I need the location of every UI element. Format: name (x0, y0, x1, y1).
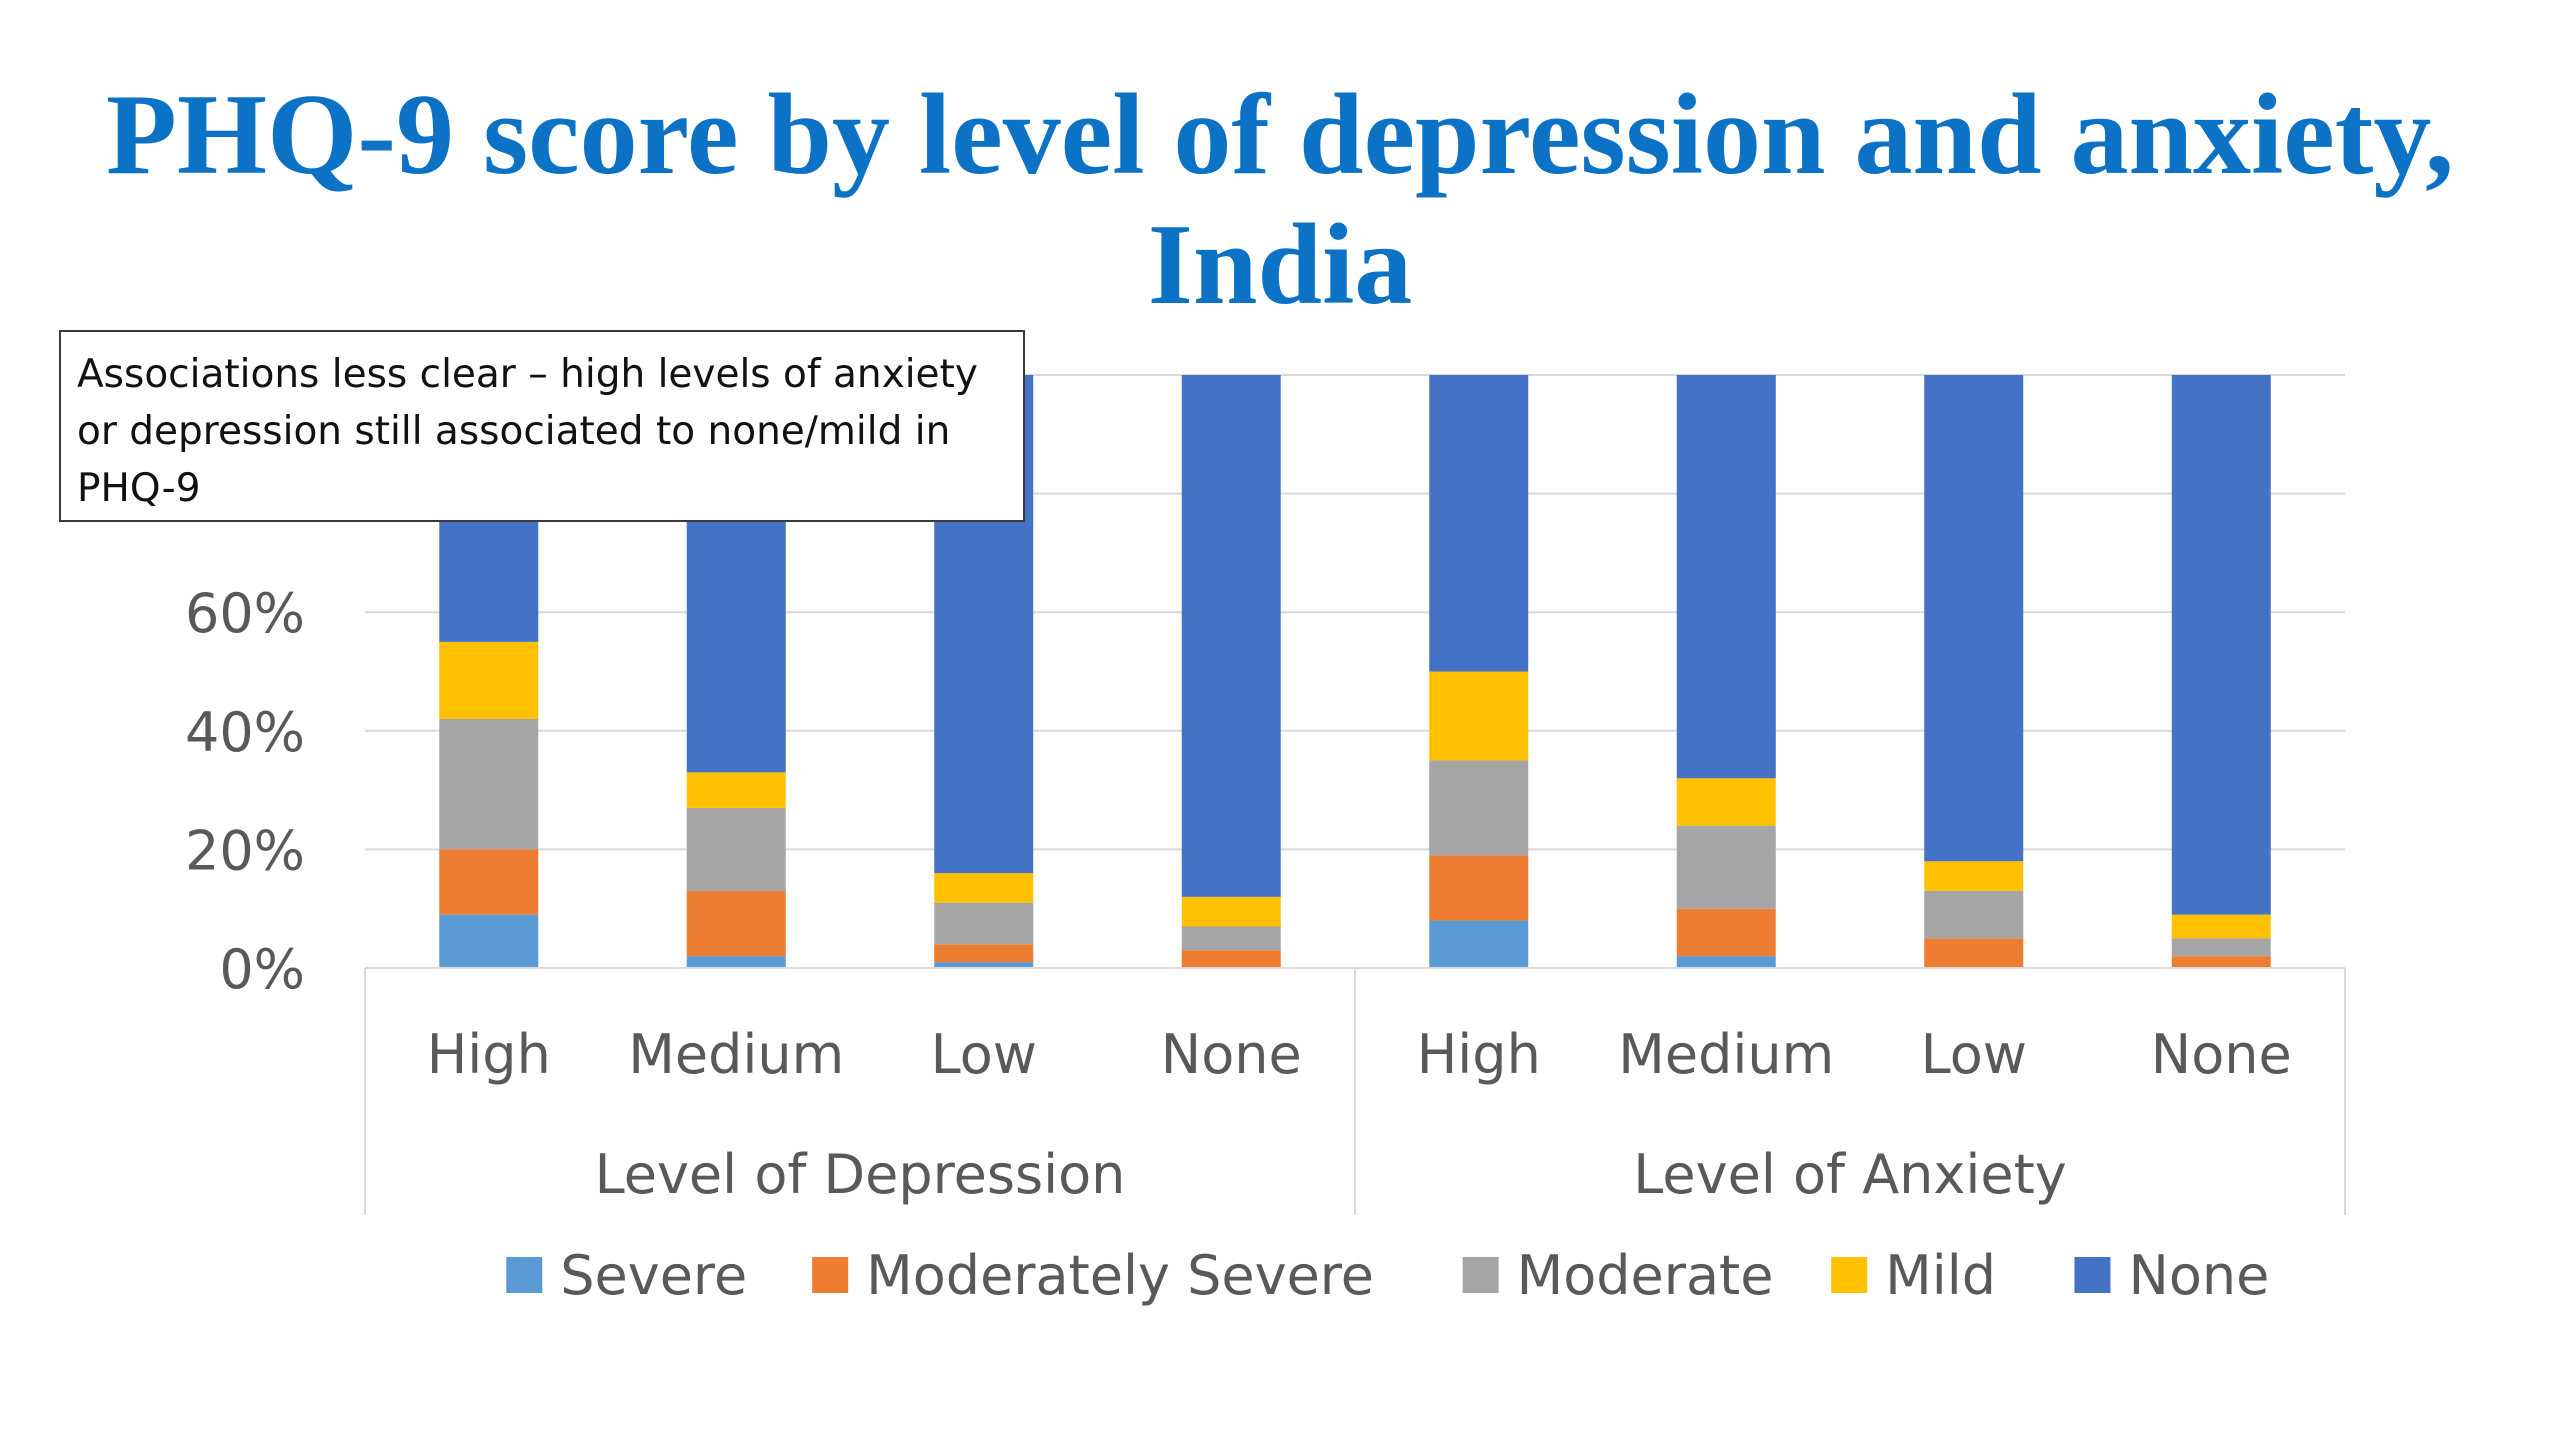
y-tick-label: 40% (185, 701, 305, 764)
category-label: Low (931, 1023, 1037, 1086)
category-label: None (2151, 1023, 2292, 1086)
legend: Severe Moderately Severe Moderate Mild None (506, 1244, 2269, 1307)
bar-mild (1181, 896, 1281, 927)
bar-none (1429, 375, 1529, 672)
bar-moderate (1429, 760, 1529, 856)
bar-severe (686, 956, 786, 968)
category-label: None (1161, 1023, 1302, 1086)
legend-swatch (812, 1257, 849, 1293)
category-label: High (427, 1023, 551, 1086)
slide-title: PHQ-9 score by level of depression and a… (0, 70, 2560, 330)
bar-moderate (2171, 938, 2271, 957)
bar-moderate (439, 718, 539, 850)
bar-mild (686, 772, 786, 808)
legend-label: Moderately Severe (866, 1244, 1374, 1307)
bar-mild (934, 873, 1034, 903)
category-label: High (1417, 1023, 1541, 1086)
slide-title-line-2: India (1147, 201, 1413, 329)
bar-none (1181, 375, 1281, 897)
bar-moderate (1676, 825, 1776, 909)
bar-moderate (1181, 926, 1281, 951)
bar-moderately-severe (439, 849, 539, 915)
bar-mild (2171, 914, 2271, 939)
category-label: Low (1921, 1023, 2027, 1086)
bar-severe (934, 962, 1034, 968)
callout-box: Associations less clear – high levels of… (59, 330, 1025, 522)
bar-moderately-severe (1429, 855, 1529, 921)
legend-swatch (1462, 1257, 1499, 1293)
bar-moderately-severe (1181, 950, 1281, 968)
bar-moderately-severe (934, 944, 1034, 963)
callout-text: Associations less clear – high levels of… (77, 352, 978, 511)
legend-swatch (1831, 1257, 1868, 1293)
bar-none (2171, 375, 2271, 915)
legend-label: None (2128, 1244, 2269, 1307)
legend-label: Severe (560, 1244, 747, 1307)
category-label: Medium (1618, 1023, 1834, 1086)
bar-moderately-severe (1924, 938, 2024, 968)
y-tick-label: 60% (185, 582, 305, 645)
bar-moderate (934, 902, 1034, 945)
axes: 0% 20% 40% 60% High Medium Low None High Medium Lo… (185, 582, 2346, 1215)
bar-none (1924, 375, 2024, 862)
bar-severe (1676, 956, 1776, 968)
legend-swatch (506, 1257, 543, 1293)
legend-swatch (2074, 1257, 2111, 1293)
bar-mild (439, 641, 539, 719)
bar-moderately-severe (2171, 956, 2271, 968)
bar-mild (1924, 861, 2024, 891)
bar-moderately-severe (1676, 908, 1776, 957)
legend-label: Mild (1885, 1244, 1996, 1307)
bar-moderately-severe (686, 890, 786, 957)
bar-moderate (686, 807, 786, 891)
bar-none (1676, 375, 1776, 779)
y-tick-label: 20% (185, 819, 305, 882)
group-label: Level of Depression (595, 1143, 1126, 1206)
bar-mild (1676, 778, 1776, 826)
legend-label: Moderate (1517, 1244, 1774, 1307)
group-label: Level of Anxiety (1633, 1143, 2066, 1206)
bar-severe (439, 914, 539, 968)
slide-title-line-1: PHQ-9 score by level of depression and a… (106, 71, 2454, 199)
category-label: Medium (628, 1023, 844, 1086)
bar-severe (1429, 920, 1529, 968)
bar-moderate (1924, 890, 2024, 939)
y-tick-label: 0% (219, 938, 305, 1001)
bar-mild (1429, 671, 1529, 761)
